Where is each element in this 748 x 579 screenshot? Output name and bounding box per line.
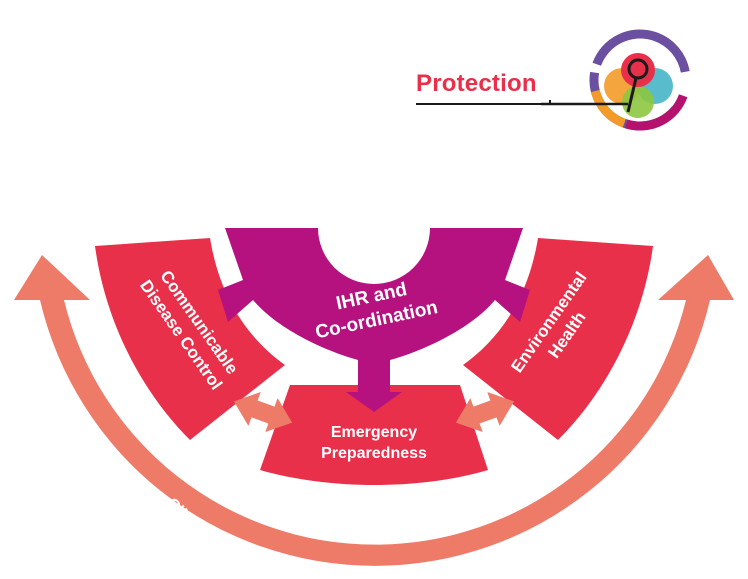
emergency-preparedness-block: Emergency Preparedness	[260, 385, 488, 485]
ihr-coordination-block: IHR and Co-ordination	[218, 228, 530, 412]
right-double-arrow	[455, 392, 515, 432]
left-double-arrow	[233, 392, 293, 432]
emergency-label-line1: Emergency	[331, 424, 417, 441]
emergency-label-line2: Preparedness	[321, 445, 427, 462]
page-title: Protection	[416, 70, 537, 97]
protection-emblem-icon	[416, 29, 691, 131]
